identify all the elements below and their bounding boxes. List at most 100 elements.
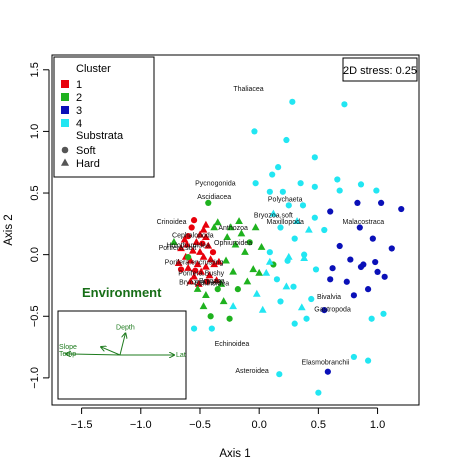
legend-cluster-title: Cluster xyxy=(76,63,111,75)
data-point-cluster-1-hard xyxy=(183,240,191,248)
data-point-cluster-2-hard xyxy=(222,256,230,264)
environment-label-slope: Slope xyxy=(59,344,77,351)
legend-shape-soft xyxy=(61,146,69,154)
data-point-cluster-1-hard xyxy=(210,260,219,268)
data-point-cluster-1-soft xyxy=(199,240,206,247)
data-point-cluster-1-hard xyxy=(177,244,185,252)
taxon-label: Bivalvia xyxy=(317,294,341,301)
taxon-label: Holothuroidea xyxy=(166,242,210,249)
data-point-cluster-4-soft xyxy=(303,315,310,322)
data-point-cluster-2-hard xyxy=(251,223,260,231)
data-point-cluster-1-hard xyxy=(202,220,210,228)
legend-shape-hard xyxy=(60,158,70,166)
data-point-cluster-2-hard xyxy=(193,284,202,292)
data-point-cluster-1-hard xyxy=(184,263,193,271)
data-point-cluster-4-soft xyxy=(283,136,290,144)
data-point-cluster-4-soft xyxy=(273,276,281,283)
data-point-cluster-4-soft xyxy=(275,164,282,171)
data-point-cluster-4-hard xyxy=(262,268,271,276)
data-point-cluster-2-soft xyxy=(207,313,214,320)
x-tick-label: −0.5 xyxy=(189,419,211,431)
x-tick-label: 0.0 xyxy=(252,419,267,431)
data-point-cluster-3-soft xyxy=(350,292,357,299)
data-point-cluster-2-hard xyxy=(235,217,243,225)
data-point-cluster-1-hard xyxy=(192,238,201,245)
data-point-cluster-3-soft xyxy=(369,235,376,242)
data-point-cluster-4-soft xyxy=(277,298,284,305)
plot-frame xyxy=(51,54,420,406)
data-point-cluster-4-soft xyxy=(279,188,286,195)
data-point-cluster-4-soft xyxy=(269,171,276,178)
stress-box-frame xyxy=(342,57,418,82)
data-point-cluster-4-soft xyxy=(380,310,387,317)
points-layer xyxy=(170,98,405,396)
data-point-cluster-1-hard xyxy=(212,276,221,284)
taxon-label: Bryozoa.hard xyxy=(179,279,221,286)
data-point-cluster-4-hard xyxy=(252,289,261,297)
data-point-cluster-2-hard xyxy=(170,238,178,245)
data-point-cluster-4-hard xyxy=(265,257,274,265)
y-axis-title: Axis 2 xyxy=(3,214,15,245)
data-point-cluster-4-hard xyxy=(229,302,238,310)
data-point-cluster-4-soft xyxy=(321,226,328,234)
data-point-cluster-2-hard xyxy=(243,277,252,285)
x-axis: −1.5 −1.0 −0.5 0.0 0.5 1.0 xyxy=(71,407,385,431)
data-point-cluster-2-hard xyxy=(237,229,246,237)
taxon-label: Bryozoa.soft xyxy=(254,213,293,220)
data-point-cluster-3-soft xyxy=(398,205,405,213)
data-point-cluster-4-hard xyxy=(293,217,301,225)
data-point-cluster-4-soft xyxy=(373,187,380,194)
data-point-cluster-4-soft xyxy=(312,266,320,273)
data-point-cluster-3-soft xyxy=(388,245,395,252)
data-point-cluster-1-hard xyxy=(194,279,203,287)
data-point-cluster-1-hard xyxy=(196,247,204,255)
data-point-cluster-1-hard xyxy=(199,225,208,233)
data-point-cluster-3-soft xyxy=(354,199,361,206)
taxon-label: Pycnogonida xyxy=(195,181,236,188)
data-point-cluster-3-soft xyxy=(336,242,343,250)
data-point-cluster-2-hard xyxy=(210,223,219,231)
legend-substrata-title: Substrata xyxy=(76,130,124,142)
data-point-cluster-4-soft xyxy=(251,128,258,135)
data-point-cluster-4-soft xyxy=(276,371,283,378)
environment-arrow-temp xyxy=(66,354,121,355)
legend-frame xyxy=(53,56,155,178)
data-point-cluster-2-soft xyxy=(214,286,221,293)
data-point-cluster-1-hard xyxy=(197,267,206,275)
data-point-cluster-3-soft xyxy=(327,276,334,283)
data-point-cluster-3-soft xyxy=(347,256,354,263)
taxon-label: Thaliacea xyxy=(233,86,263,93)
data-point-cluster-4-soft xyxy=(277,224,284,231)
data-point-cluster-4-soft xyxy=(266,249,273,256)
environment-arrow-slope xyxy=(101,347,121,356)
taxon-label: Bryozoa xyxy=(199,278,225,285)
data-point-cluster-4-soft xyxy=(311,183,318,190)
environment-title: Environment xyxy=(82,285,162,300)
data-point-cluster-1-hard xyxy=(202,262,210,270)
data-point-cluster-2-hard xyxy=(241,247,249,255)
legend-label-cluster-1: 1 xyxy=(76,79,82,91)
x-tick-label: −1.0 xyxy=(130,419,152,431)
data-point-cluster-3-soft xyxy=(374,268,381,276)
data-point-cluster-4-soft xyxy=(334,176,341,183)
data-point-cluster-1-hard xyxy=(193,260,202,268)
taxon-label: Crinoidea xyxy=(157,219,187,226)
data-point-cluster-1-hard xyxy=(199,252,208,260)
legend-label-soft: Soft xyxy=(76,145,96,157)
data-point-cluster-1-hard xyxy=(196,230,204,238)
data-point-cluster-4-soft xyxy=(190,325,198,332)
data-point-cluster-4-hard xyxy=(282,282,291,290)
data-point-cluster-4-hard xyxy=(269,209,278,217)
data-point-cluster-2-soft xyxy=(246,239,253,246)
x-tick-label: 0.5 xyxy=(311,419,326,431)
data-point-cluster-1-hard xyxy=(180,235,189,243)
data-point-cluster-4-soft xyxy=(252,180,259,187)
data-point-cluster-4-soft xyxy=(291,320,298,327)
taxon-label: Porifera.Bushy xyxy=(178,271,224,278)
data-point-cluster-1-hard xyxy=(186,256,195,264)
taxon-labels-layer: Thaliacea Pycnogonida Ascidiacea Polychaeta… xyxy=(157,86,385,375)
data-point-cluster-4-soft xyxy=(308,295,315,303)
data-point-cluster-4-soft xyxy=(297,180,304,187)
data-point-cluster-3-soft xyxy=(364,286,372,293)
